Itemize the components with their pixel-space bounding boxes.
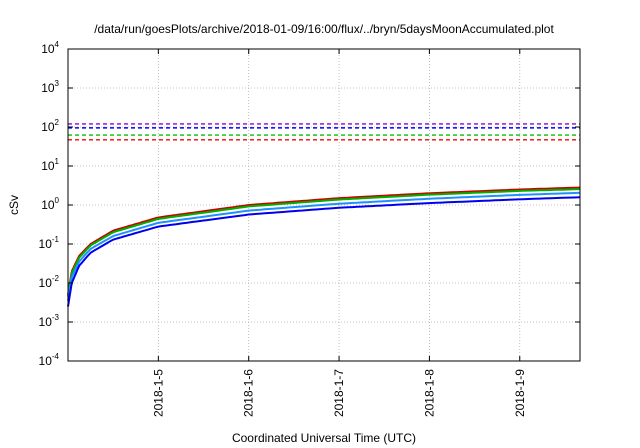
series-lines — [67, 186, 581, 307]
chart-title: /data/run/goesPlots/archive/2018-01-09/1… — [94, 22, 554, 36]
x-axis: 2018-1-5 2018-1-6 2018-1-7 2018-1-8 2018-1-9 — [151, 49, 527, 417]
x-tick-label: 2018-1-8 — [422, 369, 436, 417]
series-line — [67, 191, 581, 301]
y-tick-label: 103 — [41, 79, 59, 95]
series-line — [67, 186, 581, 295]
y-axis-label: cSv — [7, 195, 21, 215]
y-axis: 10-4 10-3 10-2 10-1 100 101 102 103 104 — [39, 40, 580, 368]
x-tick-label: 2018-1-6 — [242, 369, 256, 417]
y-tick-label: 102 — [41, 118, 59, 134]
y-tick-label: 101 — [41, 157, 59, 173]
series-line — [67, 196, 581, 307]
series-line — [67, 188, 581, 297]
threshold-lines — [68, 123, 580, 141]
x-tick-label: 2018-1-7 — [332, 369, 346, 417]
y-tick-label: 10-4 — [39, 352, 60, 368]
x-axis-label: Coordinated Universal Time (UTC) — [232, 431, 416, 445]
y-tick-label: 104 — [41, 40, 59, 56]
y-tick-label: 10-1 — [39, 235, 60, 251]
y-tick-label: 10-3 — [39, 313, 60, 329]
x-tick-label: 2018-1-5 — [151, 369, 165, 417]
x-tick-label: 2018-1-9 — [513, 369, 527, 417]
y-tick-label: 10-2 — [39, 274, 60, 290]
y-tick-label: 100 — [41, 196, 59, 212]
